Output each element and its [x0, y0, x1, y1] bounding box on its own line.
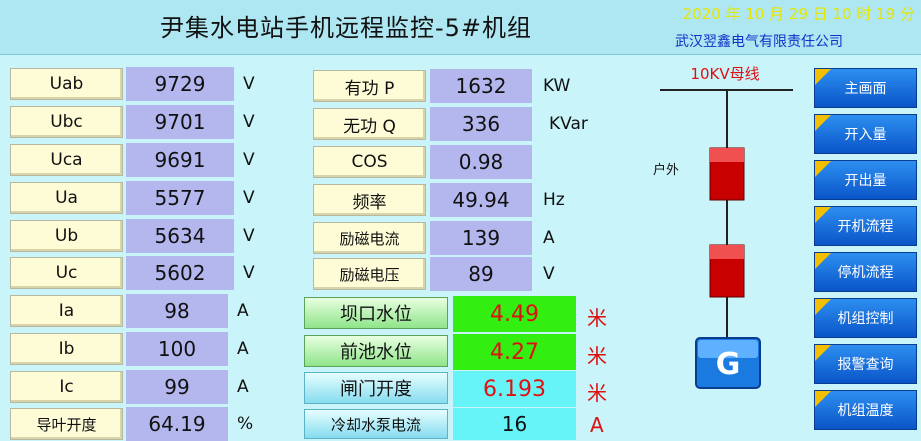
unit-active-power: KW — [543, 76, 571, 96]
value-dam-water-level: 4.49 — [453, 296, 576, 332]
unit-uab: V — [243, 74, 255, 94]
value-ub: 5634 — [126, 219, 234, 253]
value-ubc: 9701 — [126, 105, 234, 139]
outdoor-label: 户外 — [653, 162, 679, 178]
nav-digital-output-button[interactable]: 开出量 — [814, 160, 917, 200]
value-power-factor: 0.98 — [430, 145, 532, 179]
page-title: 尹集水电站手机远程监控-5#机组 — [160, 14, 533, 42]
unit-frequency: Hz — [543, 190, 565, 210]
label-uab: Uab — [10, 68, 123, 100]
value-ia: 98 — [126, 294, 228, 328]
label-ubc: Ubc — [10, 106, 123, 138]
value-ua: 5577 — [126, 181, 234, 215]
label-ua: Ua — [10, 182, 123, 214]
unit-ubc: V — [243, 112, 255, 132]
label-uc: Uc — [10, 257, 123, 289]
nav-shutdown-flow-button[interactable]: 停机流程 — [814, 252, 917, 292]
unit-reactive-power: KVar — [549, 114, 588, 134]
breaker-lower[interactable] — [709, 244, 745, 298]
nav-alarm-query-button[interactable]: 报警查询 — [814, 344, 917, 384]
value-uc: 5602 — [126, 256, 234, 290]
label-reactive-power: 无功 Q — [313, 108, 426, 140]
single-line-diagram: 10KV母线 户外 G — [653, 65, 793, 389]
label-frequency: 频率 — [313, 184, 426, 216]
value-frequency: 49.94 — [430, 183, 532, 217]
unit-ub: V — [243, 226, 255, 246]
unit-guide-vane: % — [237, 414, 254, 434]
unit-gate-opening: 米 — [587, 381, 607, 405]
unit-ic: A — [237, 377, 249, 397]
nav-unit-control-button[interactable]: 机组控制 — [814, 298, 917, 338]
unit-dam-water-level: 米 — [587, 306, 607, 330]
value-cooling-pump-current: 16 — [453, 408, 576, 440]
value-excitation-current: 139 — [430, 221, 532, 255]
header-bar: 尹集水电站手机远程监控-5#机组 2020 年 10 月 29 日 10 时 1… — [0, 0, 921, 55]
nav-main-screen-button[interactable]: 主画面 — [814, 68, 917, 108]
unit-excitation-voltage: V — [543, 264, 555, 284]
generator-icon[interactable]: G — [695, 337, 761, 389]
value-reactive-power: 336 — [430, 107, 532, 141]
value-guide-vane: 64.19 — [126, 407, 228, 441]
label-cooling-pump-current: 冷却水泵电流 — [304, 409, 448, 439]
nav-unit-temperature-button[interactable]: 机组温度 — [814, 390, 917, 430]
unit-cooling-pump-current: A — [590, 413, 604, 437]
unit-ia: A — [237, 301, 249, 321]
label-ic: Ic — [10, 371, 123, 403]
company-name: 武汉翌鑫电气有限责任公司 — [675, 34, 843, 50]
label-ia: Ia — [10, 295, 123, 327]
label-excitation-current: 励磁电流 — [313, 222, 426, 254]
label-ib: Ib — [10, 333, 123, 365]
label-ub: Ub — [10, 220, 123, 252]
value-excitation-voltage: 89 — [430, 257, 532, 291]
label-gate-opening: 闸门开度 — [304, 372, 448, 404]
unit-ua: V — [243, 188, 255, 208]
value-forebay-water-level: 4.27 — [453, 334, 576, 370]
value-uab: 9729 — [126, 67, 234, 101]
unit-forebay-water-level: 米 — [587, 344, 607, 368]
value-active-power: 1632 — [430, 69, 532, 103]
label-uca: Uca — [10, 144, 123, 176]
generator-label: G — [716, 347, 741, 382]
label-power-factor: COS — [313, 146, 426, 178]
bus-label: 10KV母线 — [690, 65, 759, 83]
breaker-upper[interactable] — [709, 147, 745, 201]
label-guide-vane: 导叶开度 — [10, 408, 123, 440]
unit-uc: V — [243, 263, 255, 283]
unit-uca: V — [243, 150, 255, 170]
label-dam-water-level: 坝口水位 — [304, 297, 448, 329]
unit-excitation-current: A — [543, 228, 555, 248]
value-ic: 99 — [126, 370, 228, 404]
unit-ib: A — [237, 339, 249, 359]
value-gate-opening: 6.193 — [453, 371, 576, 407]
label-active-power: 有功 P — [313, 70, 426, 102]
value-ib: 100 — [126, 332, 228, 366]
datetime-display: 2020 年 10 月 29 日 10 时 19 分 — [682, 5, 915, 23]
nav-digital-input-button[interactable]: 开入量 — [814, 114, 917, 154]
value-uca: 9691 — [126, 143, 234, 177]
label-forebay-water-level: 前池水位 — [304, 335, 448, 367]
label-excitation-voltage: 励磁电压 — [313, 258, 426, 290]
nav-startup-flow-button[interactable]: 开机流程 — [814, 206, 917, 246]
